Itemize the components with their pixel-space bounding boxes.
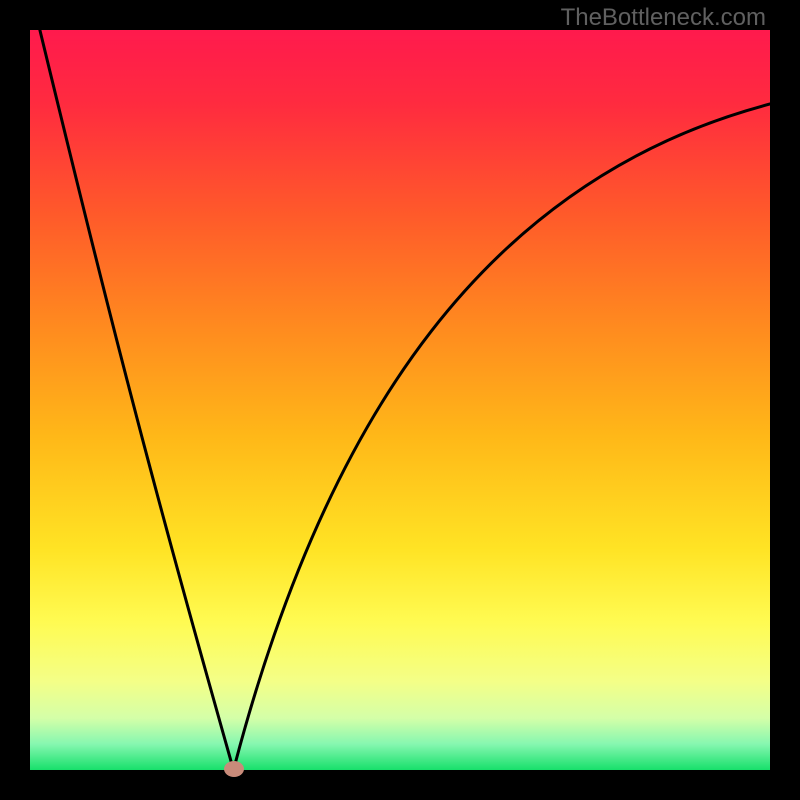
- optimum-marker: [224, 761, 244, 777]
- watermark-text: TheBottleneck.com: [561, 4, 766, 32]
- bottleneck-curve: [30, 30, 770, 770]
- chart-frame: TheBottleneck.com: [0, 0, 800, 800]
- curve-layer: [30, 30, 770, 770]
- plot-area: [30, 30, 770, 770]
